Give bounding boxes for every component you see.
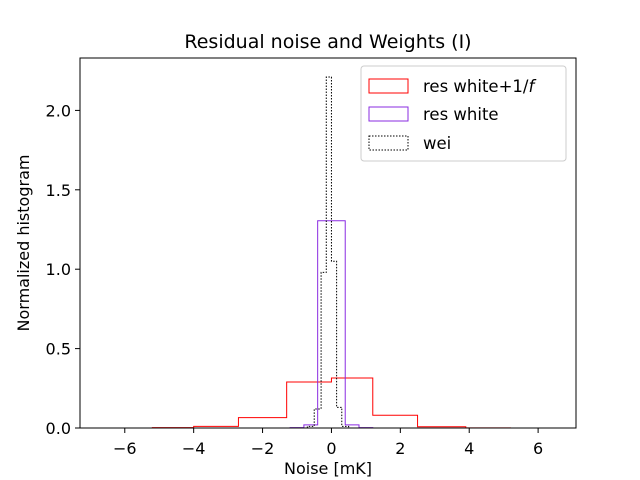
y-tick-label: 0.5: [46, 340, 71, 359]
legend-swatch-wei: [368, 135, 409, 151]
x-tick-label: 2: [395, 439, 405, 458]
legend-label-res-white-1f: res white+1/f: [423, 77, 536, 96]
series-wei-step: [306, 76, 356, 429]
legend-box: [360, 65, 567, 162]
y-tick-label: 1.5: [46, 181, 71, 200]
y-axis: 0.0 0.5 1.0 1.5 2.0: [46, 101, 80, 438]
x-tick-label: −4: [182, 439, 206, 458]
plot-frame: [79, 57, 577, 429]
y-tick-label: 0.0: [46, 419, 71, 438]
chart-title: Residual noise and Weights (I): [184, 31, 471, 53]
x-tick-label: −2: [251, 439, 275, 458]
legend-label-res-white: res white: [423, 105, 499, 124]
x-tick-label: 6: [533, 439, 543, 458]
x-axis: −6 −4 −2 0 2 4 6: [113, 428, 543, 458]
x-tick-label: 0: [326, 439, 336, 458]
y-axis-label: Normalized histogram: [14, 155, 33, 332]
x-axis-label: Noise [mK]: [284, 459, 372, 478]
legend-swatch-res-white: [368, 106, 409, 122]
x-tick-label: 4: [464, 439, 474, 458]
series-res-white-1-f-step: [104, 377, 552, 429]
legend: res white+1/f res white wei: [360, 65, 567, 162]
y-tick-label: 2.0: [46, 101, 71, 120]
y-tick-label: 1.0: [46, 260, 71, 279]
legend-swatch-res-white-1f: [368, 78, 409, 94]
x-tick-label: −6: [113, 439, 137, 458]
legend-label-wei: wei: [423, 134, 451, 153]
